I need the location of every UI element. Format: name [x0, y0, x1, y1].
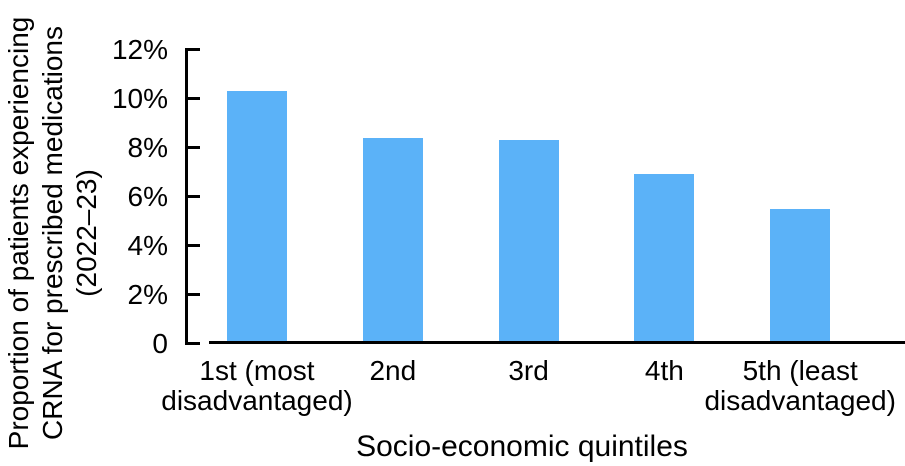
x-axis-title: Socio-economic quintiles [356, 430, 688, 463]
x-category-label: 4th [644, 355, 684, 386]
y-tick-mark [187, 48, 200, 51]
bar [634, 174, 695, 341]
y-tick-label: 6% [127, 180, 168, 212]
y-tick-mark [187, 342, 200, 345]
x-category-label: 2nd [369, 355, 417, 386]
y-tick-mark [187, 244, 200, 247]
x-category-label: 3rd [508, 355, 549, 386]
bar [227, 91, 287, 341]
y-tick-mark [187, 97, 200, 100]
y-tick-mark [187, 293, 200, 296]
y-tick-mark [187, 146, 200, 149]
bar [770, 208, 831, 341]
y-axis-title-line: Proportion of patients experiencing [3, 16, 34, 450]
y-tick-label: 10% [111, 82, 168, 114]
bar [362, 137, 423, 341]
bar [498, 140, 559, 341]
y-axis-line [185, 48, 188, 345]
y-tick-label: 4% [127, 229, 168, 261]
x-category-label: 1st (most disadvantaged) [161, 355, 353, 416]
y-tick-label: 0 [152, 327, 168, 359]
x-category-label: 5th (least disadvantaged) [704, 355, 896, 416]
y-tick-label: 12% [111, 33, 168, 65]
x-axis-line [209, 341, 905, 344]
y-tick-label: 8% [127, 131, 168, 163]
y-tick-label: 2% [127, 278, 168, 310]
y-tick-mark [187, 195, 200, 198]
